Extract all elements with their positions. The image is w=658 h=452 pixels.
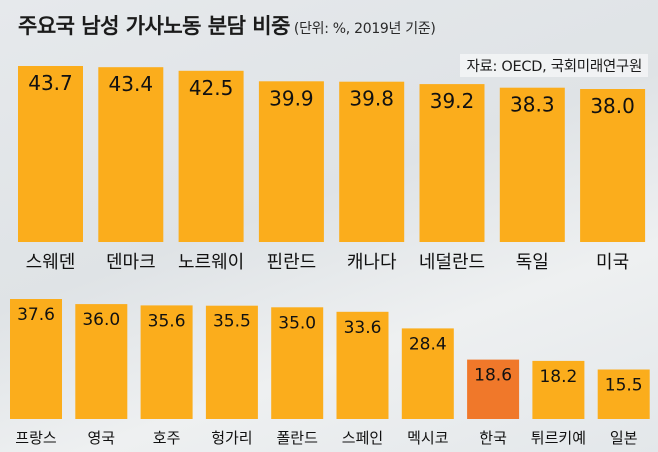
bar-14 [401,328,454,419]
bar-2 [178,70,244,242]
value-label-17: 15.5 [605,376,643,396]
category-label-4: 캐나다 [347,252,397,273]
chart-title-block: 주요국 남성 가사노동 분담 비중 (단위: %, 2019년 기준) [18,10,436,40]
bar-7 [580,89,646,242]
bar-0 [18,66,83,242]
bar-10 [140,305,193,419]
category-label-13: 스페인 [342,429,383,447]
value-label-10: 35.6 [148,311,186,331]
category-label-12: 폴란드 [276,429,318,447]
category-label-11: 헝가리 [211,429,252,447]
category-label-10: 호주 [153,429,181,447]
chart-unit: (단위: %, 2019년 기준) [293,21,436,37]
value-label-12: 35.0 [278,313,316,333]
chart-title: 주요국 남성 가사노동 분담 비중 [18,14,290,38]
value-label-7: 38.0 [590,94,635,118]
bar-12 [271,307,324,419]
bar-15 [467,359,520,419]
value-label-13: 33.6 [344,318,382,338]
bar-16 [532,360,585,419]
bar-13 [336,311,389,419]
category-label-16: 튀르키예 [531,429,586,447]
category-label-9: 영국 [87,429,115,447]
value-label-1: 43.4 [109,72,154,96]
chart-source: 자료: OECD, 국회미래연구원 [460,54,648,77]
category-label-3: 핀란드 [267,252,317,273]
bar-3 [258,81,324,242]
value-label-14: 28.4 [409,334,447,354]
value-label-0: 43.7 [28,71,73,95]
value-label-9: 36.0 [82,310,120,330]
category-label-5: 네덜란드 [419,252,485,273]
category-label-2: 노르웨이 [178,252,244,273]
bar-5 [419,84,485,242]
bar-9 [75,304,128,419]
value-label-8: 37.6 [17,305,55,325]
category-label-8: 프랑스 [15,429,57,447]
bar-4 [339,81,405,242]
category-label-1: 덴마크 [106,252,156,273]
value-label-2: 42.5 [189,76,234,100]
category-label-6: 독일 [516,252,549,273]
value-label-6: 38.3 [510,93,555,117]
bar-1 [98,67,164,242]
category-label-7: 미국 [596,252,629,273]
bar-6 [499,87,565,242]
value-label-16: 18.2 [539,367,577,387]
bar-8 [10,299,62,419]
category-label-0: 스웨덴 [26,252,76,273]
category-label-14: 멕시코 [407,429,448,447]
category-label-17: 일본 [610,429,638,447]
value-label-3: 39.9 [269,86,314,110]
value-label-15: 18.6 [474,366,512,386]
category-label-15: 한국 [479,429,507,447]
value-label-5: 39.2 [430,89,475,113]
value-label-4: 39.8 [349,87,394,111]
bar-11 [205,305,258,419]
bar-17 [597,369,650,419]
value-label-11: 35.5 [213,312,251,332]
